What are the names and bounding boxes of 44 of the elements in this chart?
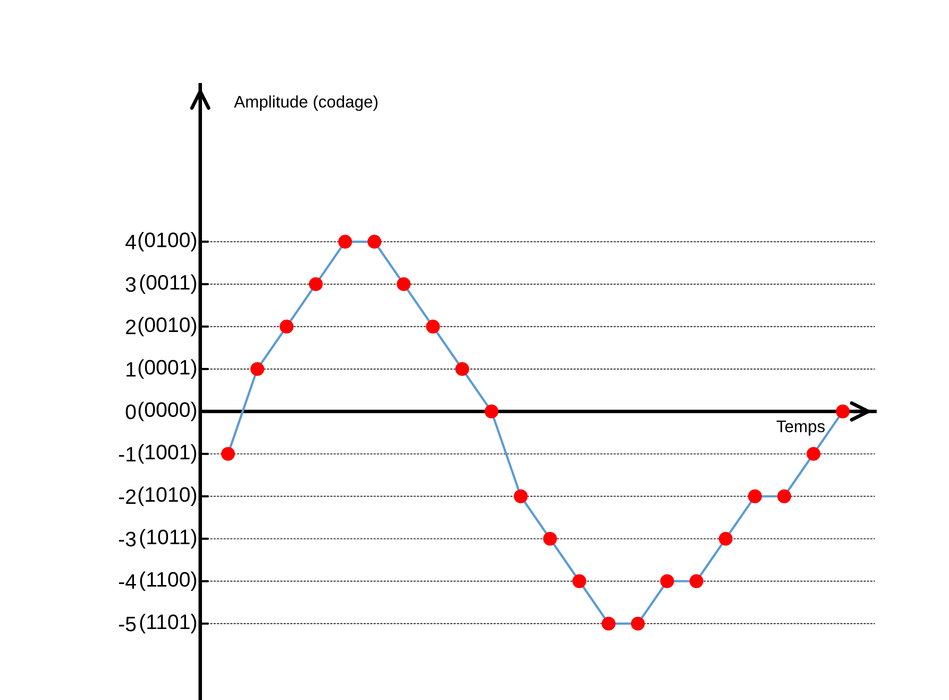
point [250,362,264,376]
point [455,362,470,376]
point [630,616,645,631]
y-tick-label: -2 [118,489,136,504]
y-tick-label: 0 [126,404,136,420]
y-tick-label: 4 [125,234,136,250]
point [368,234,382,249]
y-tick-label: 3 [126,277,136,292]
point [396,277,411,292]
text: (1010) [138,486,196,506]
text: (1100) [140,571,196,591]
text: (0010) [138,316,196,336]
point [777,489,792,504]
y-axis-title: Amplitude (codage) [234,95,378,111]
point [602,616,616,631]
text: (0001) [138,359,196,379]
text: (0000) [138,402,196,422]
y-tick-label: 2 [126,320,136,334]
text: (0100) [138,232,196,252]
y-tick-label: -3 [118,532,136,547]
point [308,277,323,292]
point [543,532,557,546]
point [514,489,528,504]
point [836,404,850,418]
x-axis-title: Temps [776,420,825,436]
point [660,574,674,588]
point [748,489,762,504]
point [806,446,820,461]
y-tick-label: 1 [126,362,136,377]
text: (0011) [140,274,196,294]
text: (1011) [140,529,196,548]
point [221,446,235,461]
y-tick-label: -4 [118,574,136,589]
point [426,320,440,334]
text: (1101) [140,614,196,634]
point [338,234,352,249]
y-tick-label: -1 [118,447,136,462]
point [280,320,294,334]
point [718,532,733,546]
text: (1001) [138,444,196,464]
point [484,404,498,418]
point [572,574,586,588]
y-tick-label: -5 [118,616,136,632]
point [690,574,704,588]
